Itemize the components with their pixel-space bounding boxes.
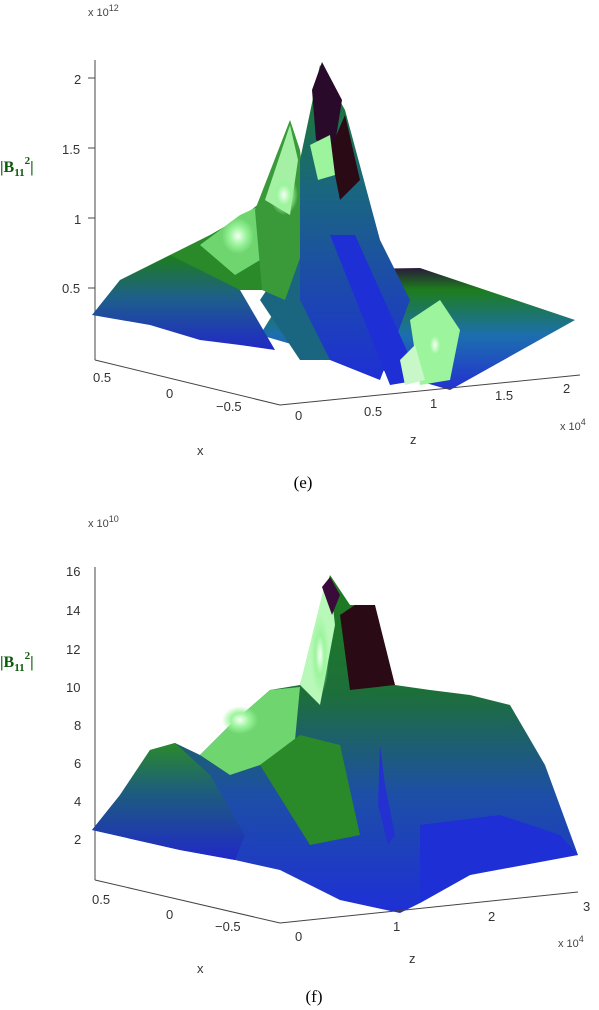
z-tick-label: 2 — [74, 72, 81, 87]
surface-e — [92, 62, 575, 390]
surface-plot-f: 2 4 6 8 10 12 14 16 x 1010 |B112| 0.5 0 … — [0, 505, 599, 1010]
z-axis-label-e: |B112| — [0, 155, 34, 179]
z-depth-axis-line-e — [279, 374, 581, 406]
y-multiplier-e: x 104 — [560, 417, 586, 433]
y-ticks-f: 0 1 2 3 — [295, 899, 590, 944]
y-tick-label: 1 — [430, 396, 437, 411]
z-tick-label: 2 — [74, 832, 81, 847]
x-tick-label: −0.5 — [215, 919, 241, 934]
x-ticks-f: 0.5 0 −0.5 — [92, 892, 241, 934]
surface-plot-f-svg: 2 4 6 8 10 12 14 16 x 1010 |B112| 0.5 0 … — [0, 514, 590, 1006]
y-axis-label-f: z — [409, 951, 416, 966]
surface-f — [92, 575, 578, 913]
y-tick-label: 1 — [393, 919, 400, 934]
z-multiplier-e: x 1012 — [88, 3, 119, 19]
x-axis-label-f: x — [197, 961, 204, 976]
z-tick-label: 10 — [66, 680, 80, 695]
y-tick-label: 2 — [488, 909, 495, 924]
z-axis-label-f: |B112| — [0, 650, 34, 674]
y-tick-label: 2 — [563, 381, 570, 396]
y-tick-label: 1.5 — [495, 388, 513, 403]
panel-caption-f: (f) — [306, 987, 323, 1006]
y-axis-label-e: z — [410, 432, 417, 447]
x-axis-line-f — [94, 879, 281, 924]
z-tick-label: 8 — [74, 718, 81, 733]
surface-plot-e: 0.5 1 1.5 2 x 1012 |B112| 0.5 0 −0.5 — [0, 3, 586, 492]
x-ticks-e: 0.5 0 −0.5 — [93, 370, 242, 414]
z-tick-label: 6 — [74, 756, 81, 771]
z-ticks-e: 0.5 1 1.5 2 — [62, 72, 95, 296]
z-ticks-f: 2 4 6 8 10 12 14 16 — [66, 564, 81, 847]
x-axis-line-e — [94, 359, 281, 406]
z-depth-axis-line-f — [279, 891, 579, 924]
x-tick-label: 0.5 — [93, 370, 111, 385]
z-tick-label: 12 — [66, 642, 80, 657]
x-tick-label: 0 — [166, 907, 173, 922]
x-tick-label: 0 — [166, 386, 173, 401]
z-tick-label: 0.5 — [62, 281, 80, 296]
z-tick-label: 16 — [66, 564, 80, 579]
z-tick-label: 1.5 — [62, 142, 80, 157]
x-tick-label: −0.5 — [216, 399, 242, 414]
x-axis-label-e: x — [197, 443, 204, 458]
z-tick-label: 1 — [74, 212, 81, 227]
y-tick-label: 0.5 — [364, 404, 382, 419]
z-tick-label: 14 — [66, 603, 80, 618]
z-tick-label: 4 — [74, 794, 81, 809]
y-tick-label: 3 — [583, 899, 590, 914]
z-multiplier-f: x 1010 — [88, 514, 119, 530]
y-ticks-e: 0 0.5 1 1.5 2 — [295, 381, 570, 423]
panel-caption-e: (e) — [294, 473, 313, 492]
surface-plot-e-svg: 0.5 1 1.5 2 x 1012 |B112| 0.5 0 −0.5 — [0, 3, 586, 492]
x-tick-label: 0.5 — [92, 892, 110, 907]
y-multiplier-f: x 104 — [558, 934, 584, 950]
y-tick-label: 0 — [295, 929, 302, 944]
y-tick-label: 0 — [295, 408, 302, 423]
